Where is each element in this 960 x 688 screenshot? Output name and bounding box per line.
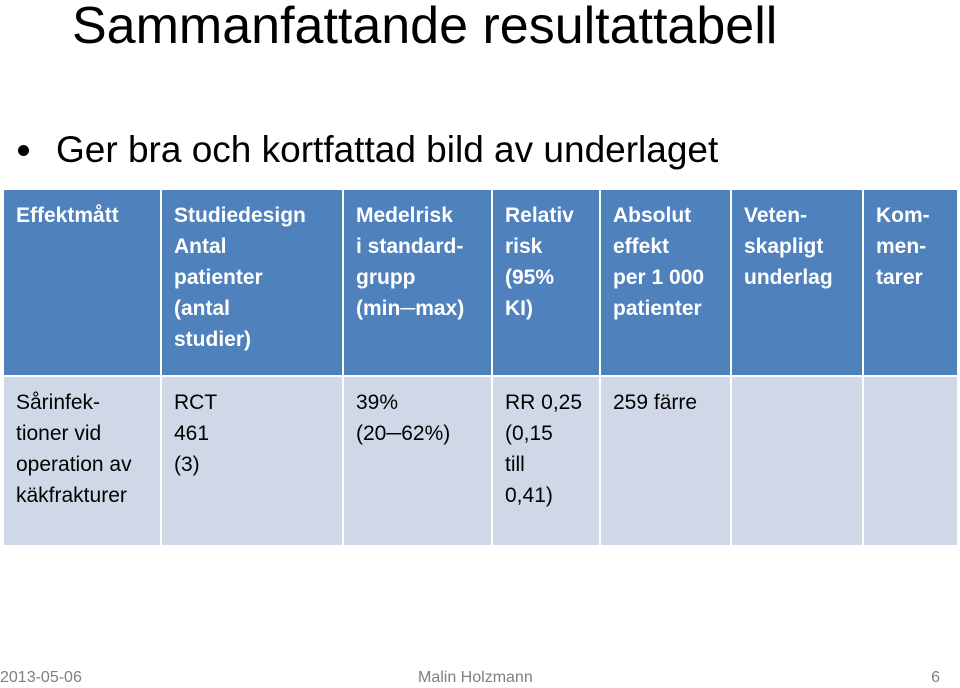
table-row: Sårinfek- tioner vid operation av käkfra… — [2, 375, 959, 547]
cell-relativ-risk: RR 0,25 (0,15 till 0,41) — [491, 375, 601, 547]
bullet-text: Ger bra och kortfattad bild av underlage… — [56, 129, 719, 170]
header-relativ-risk: Relativ risk (95% KI) — [491, 188, 601, 377]
bullet-item: Ger bra och kortfattad bild av underlage… — [18, 125, 718, 175]
results-table: Effektmått Studiedesign Antal patienter … — [2, 188, 959, 547]
cell-absolut-effekt: 259 färre — [599, 375, 732, 547]
table-header-row: Effektmått Studiedesign Antal patienter … — [2, 188, 959, 377]
cell-effektmatt: Sårinfek- tioner vid operation av käkfra… — [2, 375, 162, 547]
header-kommentarer: Kom- men- tarer — [862, 188, 959, 377]
header-studiedesign: Studiedesign Antal patienter (antal stud… — [160, 188, 344, 377]
header-absolut-effekt: Absolut effekt per 1 000 patienter — [599, 188, 732, 377]
header-effektmatt: Effektmått — [2, 188, 162, 377]
footer-author: Malin Holzmann — [418, 669, 533, 686]
cell-kommentarer — [862, 375, 959, 547]
header-vetenskapligt-underlag: Veten- skapligt underlag — [730, 188, 864, 377]
bullet-icon — [18, 144, 29, 156]
cell-medelrisk: 39% (20─62%) — [342, 375, 493, 547]
header-medelrisk: Medelrisk i standard- grupp (min─max) — [342, 188, 493, 377]
slide-title: Sammanfattande resultattabell — [72, 0, 778, 55]
cell-studiedesign: RCT 461 (3) — [160, 375, 344, 547]
footer-date: 2013-05-06 — [0, 669, 82, 686]
page-number: 6 — [931, 669, 940, 686]
cell-vetenskapligt-underlag — [730, 375, 864, 547]
